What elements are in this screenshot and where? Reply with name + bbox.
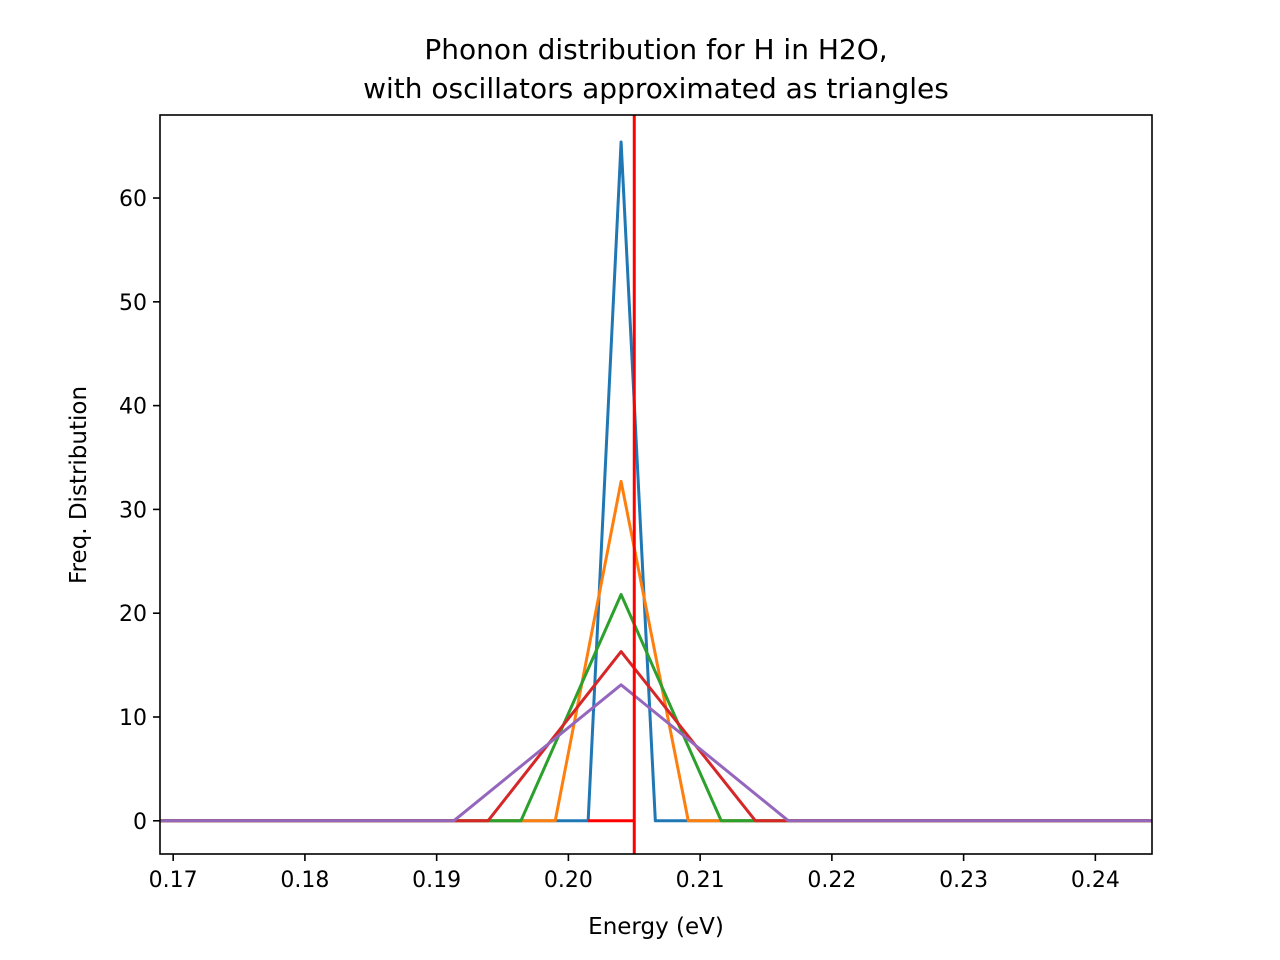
x-tick-label: 0.18 (280, 868, 329, 893)
y-axis-ticks: 0 10 20 30 40 50 60 (119, 187, 160, 835)
x-tick-label: 0.22 (807, 868, 856, 893)
series-line-3 (160, 593, 1152, 823)
chart-title-line-2: with oscillators approximated as triangl… (363, 72, 949, 105)
x-tick-label: 0.20 (544, 868, 593, 893)
y-tick-label: 20 (119, 602, 147, 627)
x-tick-label: 0.23 (939, 868, 988, 893)
x-tick-label: 0.21 (676, 868, 725, 893)
y-axis-label: Freq. Distribution (66, 386, 92, 584)
x-axis-label: Energy (eV) (588, 914, 724, 940)
x-tick-label: 0.19 (412, 868, 461, 893)
plot-area (160, 115, 1152, 854)
y-tick-label: 10 (119, 706, 147, 731)
x-tick-label: 0.24 (1071, 868, 1120, 893)
series-line-1 (160, 140, 1152, 823)
y-tick-label: 40 (119, 395, 147, 420)
plot-frame (159, 114, 1153, 855)
chart-title-line-1: Phonon distribution for H in H2O, (424, 33, 887, 66)
x-tick-label: 0.17 (149, 868, 198, 893)
y-tick-label: 60 (119, 187, 147, 212)
y-tick-label: 0 (133, 810, 147, 835)
series-line-2 (160, 479, 1152, 823)
y-tick-label: 30 (119, 498, 147, 523)
x-axis-ticks: 0.17 0.18 0.19 0.20 0.21 0.22 0.23 0.24 (149, 854, 1120, 893)
y-tick-label: 50 (119, 291, 147, 316)
series-line-5 (160, 683, 1152, 823)
